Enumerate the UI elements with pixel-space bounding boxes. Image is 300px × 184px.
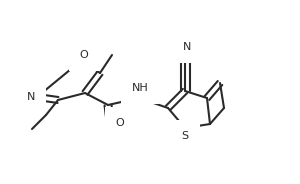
- Text: S: S: [182, 131, 189, 141]
- Text: O: O: [116, 118, 124, 128]
- Text: N: N: [27, 92, 35, 102]
- Text: NH: NH: [132, 83, 148, 93]
- Text: N: N: [183, 42, 191, 52]
- Text: O: O: [80, 50, 88, 60]
